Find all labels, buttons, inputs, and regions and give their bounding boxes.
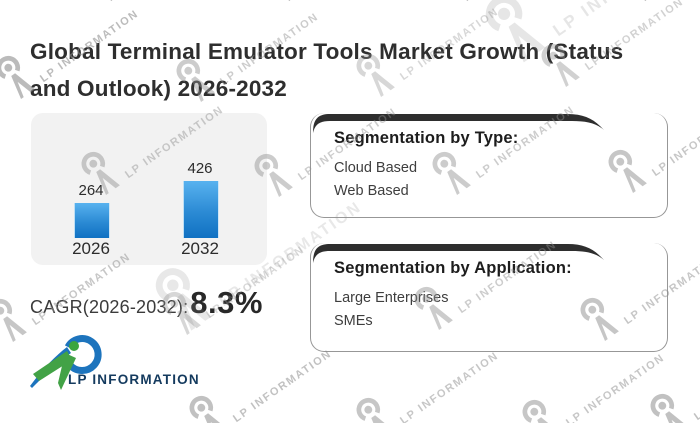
watermark: LP INFORMATION [76,0,235,14]
page-title-line-1: Global Terminal Emulator Tools Market Gr… [30,39,624,64]
market-growth-chart: 264 426 2026 2032 [31,113,267,265]
bar-value-2026: 264 [78,182,104,199]
segmentation-type-item: Web Based [334,183,409,199]
cagr-label: CAGR(2026-2032): [30,297,189,317]
bar-label-2026: 2026 [72,239,110,258]
segmentation-type-panel: Segmentation by Type: Cloud Based Web Ba… [310,113,668,218]
cagr-value: 8.3% [190,285,263,320]
page-title-line-2: and Outlook) 2026-2032 [30,76,287,101]
bar-value-2032: 426 [187,160,213,177]
bar-2032 [183,181,219,238]
panel-top-swoosh [313,244,604,263]
watermark-text: LP INFORMATION [398,349,502,423]
lp-information-logo-icon [30,335,102,390]
watermark: LP INFORMATION [432,0,591,14]
watermark: LP INFORMATION [254,0,413,14]
segmentation-application-panel: Segmentation by Application: Large Enter… [310,243,668,352]
segmentation-type-heading: Segmentation by Type: [334,129,519,147]
segmentation-type-item: Cloud Based [334,160,418,176]
bar-label-2032: 2032 [181,239,219,258]
lp-information-logo: LP INFORMATION [27,331,202,391]
lp-information-logo-text: LP INFORMATION [68,372,200,387]
panel-top-swoosh [313,114,604,133]
watermark-text: LP INFORMATION [692,346,700,423]
segmentation-application-item: Large Enterprises [334,290,449,306]
cagr-row: CAGR(2026-2032): 8.3% [30,285,263,321]
page-title: Global Terminal Emulator Tools Market Gr… [30,33,690,107]
watermark-text: LP INFORMATION [231,347,335,423]
segmentation-application-heading: Segmentation by Application: [334,259,572,277]
watermark-text: LP INFORMATION [564,351,668,423]
bar-2026 [74,203,110,238]
segmentation-application-item: SMEs [334,313,373,329]
watermark: LP INFORMATION [610,0,700,14]
